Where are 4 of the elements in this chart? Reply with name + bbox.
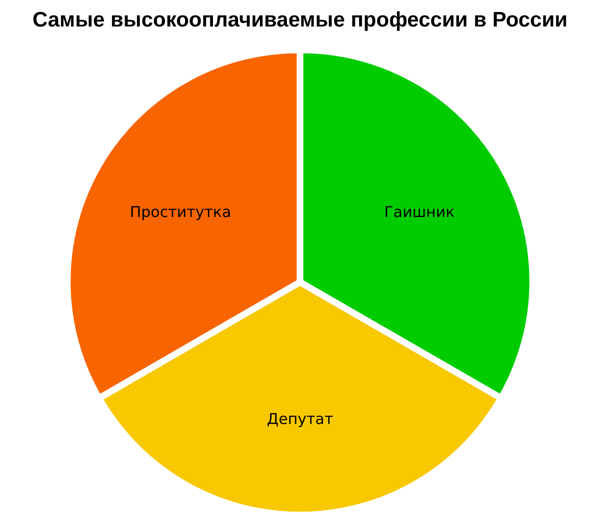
chart-title: Самые высокооплачиваемые профессии в России [32,8,568,32]
slice-label: Гаишник [384,203,455,222]
slice-label: Депутат [266,410,334,428]
slice-label: Проститутка [130,203,232,222]
